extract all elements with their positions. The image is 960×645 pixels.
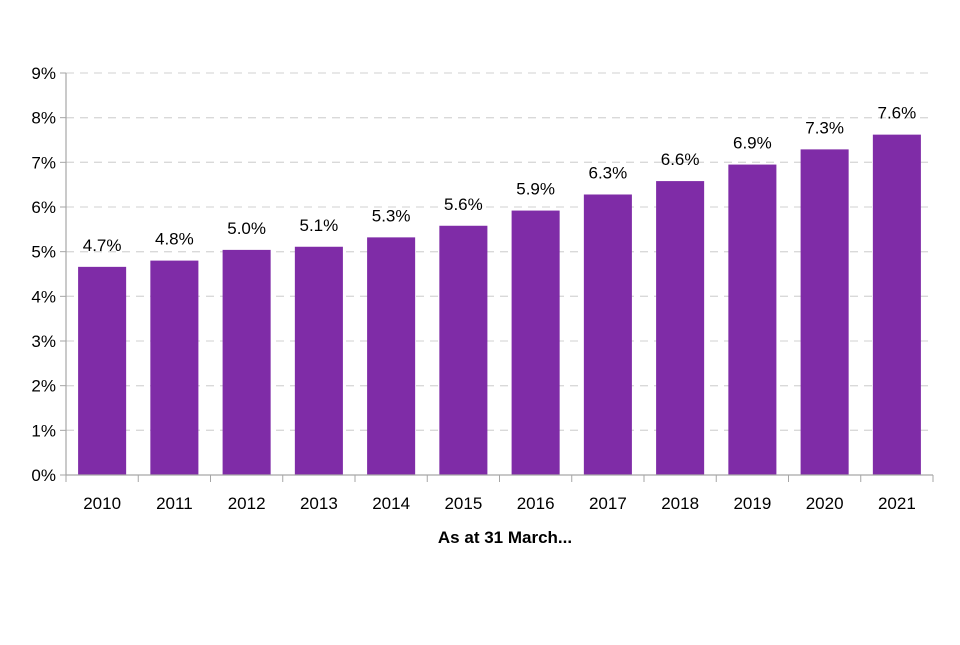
bar-2019 [728,164,777,476]
data-label-2021: 7.6% [878,104,917,123]
y-tick-label: 7% [31,153,56,172]
y-tick-label: 5% [31,243,56,262]
y-tick-label: 0% [31,466,56,485]
bar-2018 [656,181,705,476]
bar-2017 [583,194,632,475]
data-label-2013: 5.1% [300,216,339,235]
data-labels: 4.7% 4.8% 5.0% 5.1% 5.3% 5.6% 5.9% 6.3% 6.6% 6.9%… [83,104,917,255]
bar-2021 [872,134,921,475]
y-tick-label: 9% [31,64,56,83]
bar-2014 [367,237,416,475]
data-label-2018: 6.6% [661,150,700,169]
data-label-2010: 4.7% [83,236,122,255]
axes: 0% 1% 2% 3% 4% 5% 6% 7% 8% 9% 2010 2011 2012 2013 2014… [31,64,934,513]
bar-2016 [511,210,560,475]
x-tick-label: 2012 [228,494,266,513]
bar-2011 [150,260,199,475]
x-tick-label: 2018 [661,494,699,513]
bar-2020 [800,149,849,475]
x-tick-label: 2010 [83,494,121,513]
data-label-2017: 6.3% [589,163,628,182]
y-tick-label: 1% [31,421,56,440]
data-label-2019: 6.9% [733,134,772,153]
y-tick-label: 8% [31,109,56,128]
x-tick-label: 2021 [878,494,916,513]
data-label-2014: 5.3% [372,206,411,225]
x-tick-label: 2011 [156,494,193,513]
bar-2013 [294,246,343,475]
y-tick-label: 4% [31,287,56,306]
data-label-2016: 5.9% [516,180,555,199]
x-tick-label: 2017 [589,494,627,513]
x-tick-label: 2015 [444,494,482,513]
data-label-2011: 4.8% [155,230,194,249]
data-label-2015: 5.6% [444,195,483,214]
bars [78,134,921,476]
x-tick-label: 2016 [517,494,555,513]
data-label-2012: 5.0% [227,219,266,238]
bar-2015 [439,225,488,475]
bar-2012 [222,249,271,475]
gridlines [66,72,933,431]
bar-2010 [78,266,127,475]
x-tick-label: 2013 [300,494,338,513]
data-label-2020: 7.3% [805,118,844,137]
y-tick-label: 6% [31,198,56,217]
x-tick-label: 2020 [806,494,844,513]
y-tick-label: 2% [31,377,56,396]
y-tick-label: 3% [31,332,56,351]
x-tick-label: 2019 [733,494,771,513]
x-tick-label: 2014 [372,494,410,513]
x-axis-title: As at 31 March... [438,528,572,547]
